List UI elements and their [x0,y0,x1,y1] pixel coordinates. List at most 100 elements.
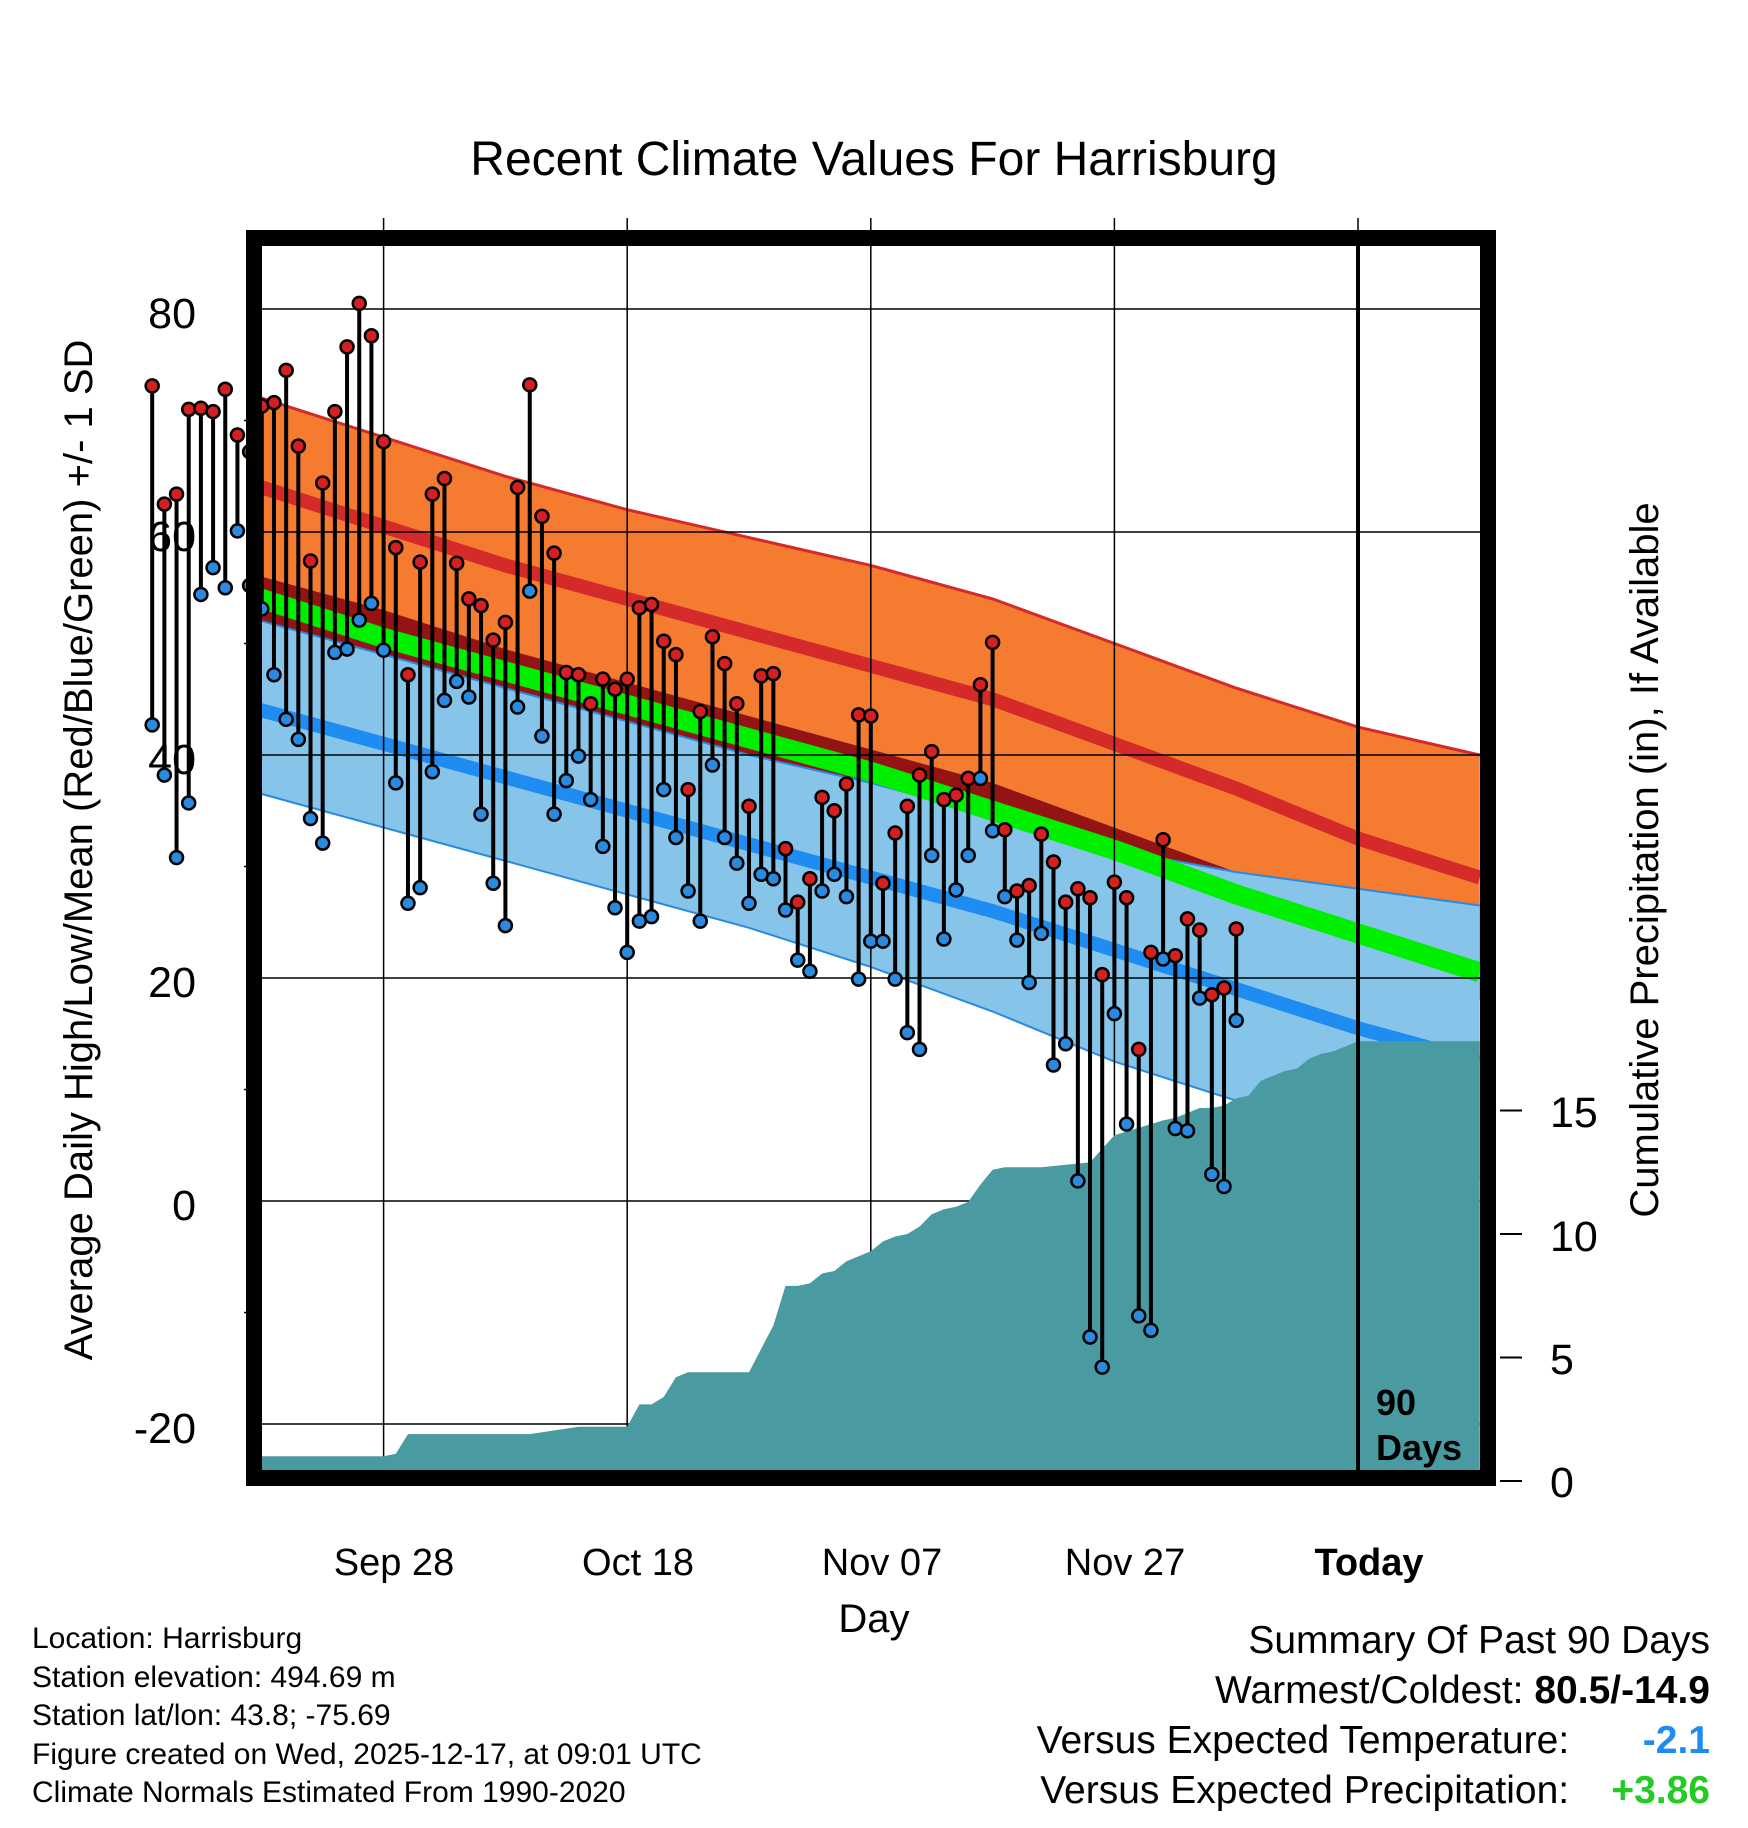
high-point [363,328,380,344]
high-point [1082,889,1098,906]
high-point [168,486,185,502]
low-point [351,612,367,628]
low-point [899,1024,916,1041]
low-point [972,770,989,787]
low-point [704,757,721,773]
low-point [655,781,672,798]
high-point [607,681,623,697]
high-point [217,381,234,398]
low-point [777,902,794,918]
high-point [729,695,745,712]
high-point [1118,889,1135,906]
high-normal-line [262,480,1480,885]
low-point [278,711,294,728]
low-point [1106,1005,1123,1022]
high-point [984,634,1001,651]
low-point [960,847,976,864]
station-info: Location: Harrisburg Station elevation: … [32,1620,702,1813]
high-point [327,403,343,420]
high-point [716,655,733,672]
warmest-row: Warmest/Coldest: 80.5/-14.9 [1037,1666,1710,1716]
low-point [534,728,550,744]
low-point [1033,925,1050,942]
low-point [923,847,940,864]
high-point [1179,911,1196,927]
low-point [741,895,757,912]
x-axis-label: Day [838,1597,909,1641]
low-point [595,838,611,855]
high-point [789,894,806,910]
low-point [1057,1036,1074,1052]
low-point [668,829,684,846]
low-point [448,673,465,690]
high-point [351,295,367,312]
x-tick-label: Nov 27 [1065,1542,1185,1584]
low-point [522,583,538,599]
low-point [497,917,514,934]
y2-tick-label: 10 [1550,1213,1598,1261]
high-point [887,825,903,841]
location-text: Location: Harrisburg [32,1622,303,1655]
x-tick-label: Sep 28 [334,1542,454,1584]
high-point [229,427,246,443]
days-annotation-number: 90 [1376,1382,1416,1423]
high-point [875,875,891,891]
high-point [655,633,672,650]
warmest-value: 80.5/-14.9 [1534,1669,1710,1712]
high-point [522,377,538,393]
high-point [1167,947,1184,964]
low-point [461,689,477,705]
y2-tick-label: 5 [1550,1336,1574,1384]
normals-text: Climate Normals Estimated From 1990-2020 [32,1776,626,1809]
y-axis-label: Average Daily High/Low/Mean (Red/Blue/Gr… [57,340,101,1361]
low-point [692,913,709,929]
low-point [412,879,428,896]
high-point [911,767,928,783]
summary-title: Summary Of Past 90 Days [1248,1619,1710,1662]
y2-axis-label: Cumulative Precipitation (in), If Availa… [1623,502,1667,1217]
high-point [582,695,599,712]
low-point [485,875,501,891]
elevation-text: Station elevation: 494.69 m [32,1660,396,1694]
high-point [777,840,794,857]
created-text: Figure created on Wed, 2025-12-17, at 09… [32,1737,702,1771]
low-point [1082,1329,1098,1345]
low-point [1204,1166,1220,1182]
low-point [948,882,964,898]
low-point [375,642,392,658]
high-point [1094,966,1110,983]
high-point [558,664,575,681]
low-point [1131,1308,1147,1324]
low-point [729,855,745,871]
low-point [205,559,221,576]
low-point [619,944,635,961]
high-point [1057,894,1074,910]
high-point [509,479,526,496]
low-point [789,952,806,968]
high-point [205,403,221,420]
plot-frame [246,230,1496,1486]
high-point [485,632,501,648]
x-tick-label: Oct 18 [582,1542,694,1584]
low-point [156,767,173,783]
high-point [692,703,709,720]
low-point [436,692,453,709]
low-point [1167,1120,1184,1137]
low-point [400,895,416,912]
high-point [497,614,514,631]
low-point [424,763,441,780]
high-point [156,496,173,512]
low-point [1118,1116,1135,1132]
high-point [375,433,392,450]
low-point [509,699,526,715]
low-point [1094,1359,1110,1375]
high-point [1191,922,1208,938]
low-point [997,888,1013,905]
y-tick-label: -20 [134,1405,196,1453]
high-upper-edge [262,396,1480,757]
low-point [643,908,660,925]
chart-title: Recent Climate Values For Harrisburg [470,133,1277,186]
high-point [619,671,635,687]
low-point [229,523,246,539]
low-point [266,666,282,683]
